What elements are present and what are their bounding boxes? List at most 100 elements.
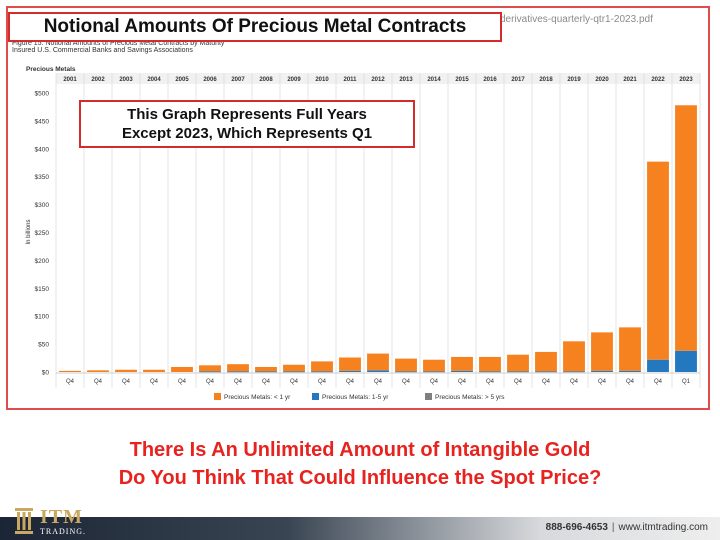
bar-segment-lt1yr (451, 356, 473, 371)
bar-segment-lt1yr (423, 359, 445, 372)
x-period-label: Q4 (150, 379, 159, 385)
x-period-label: Q4 (402, 379, 411, 385)
file-name: derivatives-quarterly-qtr1-2023.pdf (500, 14, 653, 25)
y-tick-label: $50 (38, 342, 49, 349)
bar-segment-1to5yr (479, 371, 501, 373)
y-tick-label: $250 (35, 230, 50, 237)
legend-label: Precious Metals: 1-5 yr (322, 394, 389, 401)
bar-segment-lt1yr (507, 354, 529, 372)
x-year-label: 2002 (91, 77, 105, 83)
year-header-band (56, 73, 700, 84)
figure-source-title: Figure 15. Notional Amounts of Precious … (12, 40, 225, 47)
logo-text: ITM (40, 506, 83, 528)
figure-source-subtitle: Insured U.S. Commercial Banks and Saving… (12, 47, 193, 54)
bar-segment-1to5yr (311, 371, 333, 373)
y-tick-label: $300 (35, 202, 50, 209)
note-callout-line2: Except 2023, Which Represents Q1 (121, 125, 373, 142)
x-period-label: Q4 (346, 379, 355, 385)
bar-segment-lt1yr (59, 370, 81, 372)
bar-segment-1to5yr (199, 371, 221, 373)
bar-segment-1to5yr (647, 359, 669, 372)
headline-line2: Do You Think That Could Influence the Sp… (118, 467, 602, 489)
bar-segment-lt1yr (283, 364, 305, 372)
bar-segment-lt1yr (563, 341, 585, 372)
y-tick-label: $350 (35, 174, 50, 181)
bar-segment-1to5yr (395, 371, 417, 373)
x-period-label: Q4 (234, 379, 243, 385)
x-year-label: 2012 (371, 77, 385, 83)
bar-segment-1to5yr (563, 371, 585, 373)
x-year-label: 2005 (175, 77, 189, 83)
bar-segment-1to5yr (339, 370, 361, 372)
x-year-label: 2018 (539, 77, 553, 83)
x-year-label: 2006 (203, 77, 217, 83)
x-year-label: 2014 (427, 77, 441, 83)
x-year-label: 2016 (483, 77, 497, 83)
x-period-label: Q4 (94, 379, 103, 385)
phone-number: 888-696-4653 (545, 522, 608, 533)
bar-segment-1to5yr (507, 371, 529, 373)
bar-segment-lt1yr (227, 364, 249, 372)
x-period-label: Q4 (654, 379, 663, 385)
y-tick-label: $100 (35, 314, 50, 321)
y-tick-label: $0 (42, 370, 50, 377)
x-year-label: 2007 (231, 77, 245, 83)
x-period-label: Q4 (290, 379, 299, 385)
x-year-label: 2009 (287, 77, 301, 83)
bar-segment-1to5yr (535, 371, 557, 373)
x-year-label: 2023 (679, 77, 693, 83)
x-period-label: Q4 (626, 379, 635, 385)
x-period-label: Q4 (458, 379, 467, 385)
note-callout: This Graph Represents Full Years Except … (79, 100, 415, 148)
note-callout-line1: This Graph Represents Full Years (127, 106, 367, 123)
itm-logo: ITM TRADING. (14, 506, 94, 540)
y-tick-label: $150 (35, 286, 50, 293)
bar-segment-1to5yr (675, 350, 697, 372)
contact-info: 888-696-4653 | www.itmtrading.com (546, 522, 708, 533)
bar-segment-lt1yr (367, 353, 389, 371)
x-period-label: Q4 (570, 379, 579, 385)
bar-segment-lt1yr (143, 369, 165, 372)
x-period-label: Q4 (122, 379, 131, 385)
bar-segment-1to5yr (255, 371, 277, 373)
bar-segment-lt1yr (535, 351, 557, 372)
bar-segment-1to5yr (367, 370, 389, 372)
website-link[interactable]: www.itmtrading.com (618, 522, 708, 533)
bar-segment-lt1yr (647, 161, 669, 360)
y-tick-label: $400 (35, 146, 50, 153)
bar-segment-1to5yr (283, 371, 305, 373)
x-year-label: 2004 (147, 77, 161, 83)
x-period-label: Q4 (374, 379, 383, 385)
title-callout: Notional Amounts Of Precious Metal Contr… (8, 12, 502, 42)
x-year-label: 2020 (595, 77, 609, 83)
x-year-label: 2003 (119, 77, 133, 83)
x-year-label: 2001 (63, 77, 77, 83)
y-tick-label: $500 (35, 91, 50, 98)
y-tick-label: $450 (35, 118, 50, 125)
bar-segment-1to5yr (591, 370, 613, 372)
legend-swatch (425, 393, 432, 400)
x-period-label: Q4 (262, 379, 271, 385)
x-year-label: 2013 (399, 77, 413, 83)
bar-segment-1to5yr (423, 371, 445, 373)
bar-segment-lt1yr (339, 357, 361, 371)
bar-segment-lt1yr (171, 366, 193, 372)
y-tick-label: $200 (35, 258, 50, 265)
bar-segment-1to5yr (619, 370, 641, 372)
bar-segment-lt1yr (115, 369, 137, 372)
chart-panel-title: Precious Metals (26, 66, 76, 73)
x-period-label: Q4 (598, 379, 607, 385)
x-period-label: Q1 (682, 379, 691, 385)
pillar-icon (15, 508, 33, 534)
x-year-label: 2015 (455, 77, 469, 83)
bar-segment-lt1yr (87, 370, 109, 372)
bar-segment-lt1yr (619, 327, 641, 371)
legend-label: Precious Metals: > 5 yrs (435, 394, 505, 401)
x-year-label: 2011 (343, 77, 357, 83)
x-period-label: Q4 (486, 379, 495, 385)
legend-swatch (312, 393, 319, 400)
bar-segment-lt1yr (675, 105, 697, 351)
x-year-label: 2008 (259, 77, 273, 83)
x-year-label: 2017 (511, 77, 525, 83)
x-period-label: Q4 (178, 379, 187, 385)
